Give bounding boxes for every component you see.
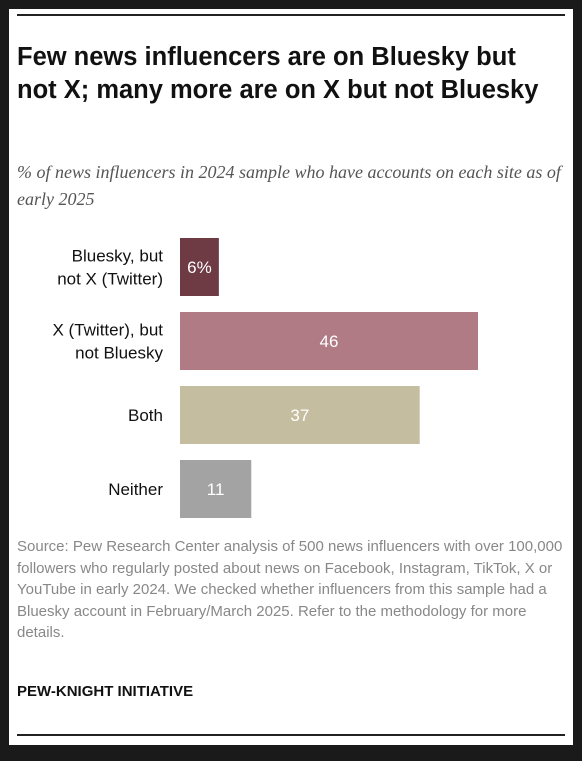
chart-card: Few news influencers are on Bluesky but … [9, 9, 573, 745]
bar-chart: 6% Bluesky, but not X (Twitter) 46 X (Twitte… [52, 238, 478, 518]
bottom-rule [17, 734, 565, 736]
category-label-2: Both [128, 406, 163, 425]
category-label-0: Bluesky, but not X (Twitter) [57, 247, 163, 289]
category-label-1: X (Twitter), but not Bluesky [52, 321, 163, 363]
category-label-3: Neither [108, 480, 163, 499]
bar-3 [180, 460, 252, 518]
value-label-2: 37 [290, 406, 309, 425]
bar-0 [180, 238, 219, 296]
bar-1 [180, 312, 478, 370]
chart-title: Few news influencers are on Bluesky but … [17, 43, 539, 104]
chart-subtitle: % of news influencers in 2024 sample who… [17, 162, 561, 209]
source-note: Source: Pew Research Center analysis of … [17, 538, 563, 641]
value-label-3: 11 [207, 480, 225, 499]
top-rule [17, 14, 565, 16]
value-label-0: 6% [187, 258, 212, 277]
bar-2 [180, 386, 420, 444]
organization-label: PEW-KNIGHT INITIATIVE [17, 683, 194, 700]
value-label-1: 46 [320, 332, 339, 351]
